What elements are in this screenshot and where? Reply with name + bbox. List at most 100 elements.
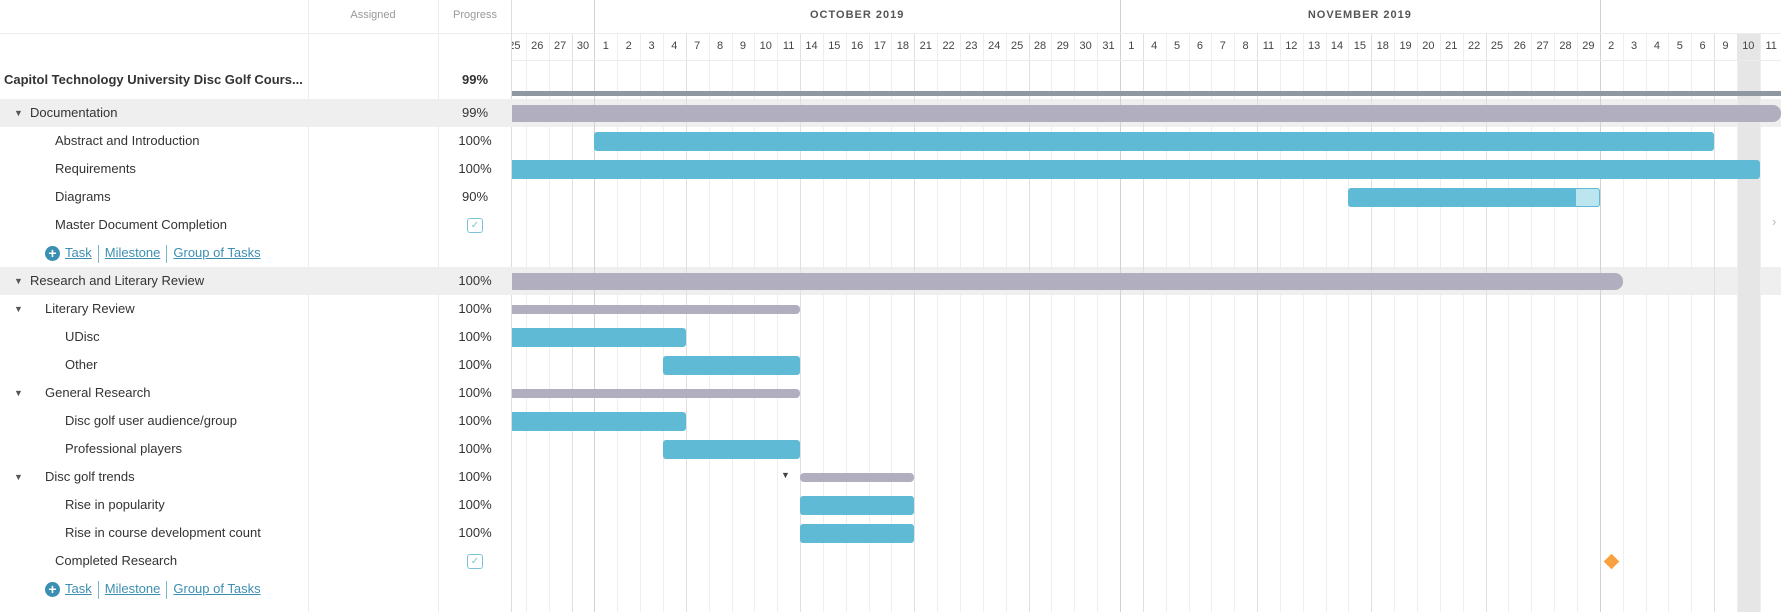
add-task-link[interactable]: Task <box>65 581 92 596</box>
task-row[interactable]: ▼ Disc golf trends 100% <box>0 463 512 491</box>
task-row[interactable]: Other 100% <box>0 351 512 379</box>
task-bar[interactable] <box>594 131 1715 151</box>
collapse-triangle-icon[interactable]: ▼ <box>14 388 23 398</box>
task-row[interactable]: Rise in popularity 100% <box>0 491 512 519</box>
task-row[interactable]: Professional players 100% <box>0 435 512 463</box>
group-bar[interactable] <box>503 272 1623 290</box>
progress-value: 100% <box>458 441 492 456</box>
task-row[interactable]: Disc golf user audience/group 100% <box>0 407 512 435</box>
task-name[interactable]: Rise in popularity <box>65 497 165 512</box>
task-row[interactable]: Diagrams 90% <box>0 183 512 211</box>
milestone-diamond[interactable] <box>1603 553 1619 569</box>
project-bar[interactable] <box>503 91 1781 96</box>
gridline <box>1599 0 1601 612</box>
task-row[interactable]: Rise in course development count 100% <box>0 519 512 547</box>
task-bar[interactable] <box>800 495 915 515</box>
group-bar[interactable] <box>503 388 801 398</box>
task-name[interactable]: Research and Literary Review <box>30 273 205 288</box>
day-label: 28 <box>1559 40 1572 52</box>
task-bar[interactable] <box>662 355 801 375</box>
task-row[interactable]: Abstract and Introduction 100% <box>0 127 512 155</box>
collapse-triangle-icon[interactable]: ▼ <box>14 108 23 118</box>
group-bar[interactable] <box>800 472 915 482</box>
task-name[interactable]: General Research <box>45 385 151 400</box>
gridline <box>548 33 550 612</box>
day-label: 22 <box>1467 40 1481 52</box>
task-row[interactable]: ▼ Documentation 99% <box>0 99 512 127</box>
day-label: 1 <box>1128 40 1135 52</box>
column-header-progress[interactable]: Progress <box>452 9 498 21</box>
task-name[interactable]: Literary Review <box>45 301 135 316</box>
task-row[interactable]: Capitol Technology University Disc Golf … <box>0 60 512 99</box>
scroll-right-chevron-icon[interactable]: › <box>1772 214 1777 229</box>
progress-value: 100% <box>458 385 492 400</box>
task-row[interactable]: UDisc 100% <box>0 323 512 351</box>
add-links: + Task Milestone Group of Tasks <box>45 239 261 267</box>
task-row[interactable]: ▼ Literary Review 100% <box>0 295 512 323</box>
gridline <box>1691 33 1693 612</box>
add-item-row: + Task Milestone Group of Tasks <box>0 575 512 603</box>
task-row[interactable]: Completed Research ✓ <box>0 547 512 575</box>
day-label: 29 <box>1056 40 1069 52</box>
task-name[interactable]: Documentation <box>30 105 118 120</box>
task-bar[interactable] <box>503 411 686 431</box>
add-task-link[interactable]: Task <box>65 245 92 260</box>
task-row[interactable]: ▼ General Research 100% <box>0 379 512 407</box>
collapse-triangle-icon[interactable]: ▼ <box>14 472 23 482</box>
gridline <box>1005 33 1007 612</box>
task-row[interactable]: Requirements 100% <box>0 155 512 183</box>
add-group-link[interactable]: Group of Tasks <box>173 581 261 596</box>
gridline <box>1714 33 1716 612</box>
add-milestone-link[interactable]: Milestone <box>104 245 161 260</box>
task-name[interactable]: Rise in course development count <box>65 525 261 540</box>
task-name[interactable]: Abstract and Introduction <box>55 133 200 148</box>
milestone-checkbox[interactable]: ✓ <box>467 554 483 569</box>
progress-value: 100% <box>458 329 492 344</box>
task-bar[interactable] <box>503 159 1760 179</box>
add-milestone-link[interactable]: Milestone <box>104 581 161 596</box>
group-bar[interactable] <box>503 104 1781 122</box>
task-name[interactable]: UDisc <box>65 329 100 344</box>
task-name[interactable]: Disc golf trends <box>45 469 135 484</box>
day-label: 4 <box>1151 40 1158 52</box>
column-header-assigned[interactable]: Assigned <box>350 9 396 21</box>
gridline <box>800 33 802 612</box>
milestone-checkbox[interactable]: ✓ <box>467 218 483 233</box>
task-row[interactable]: Master Document Completion ✓ <box>0 211 512 239</box>
day-label: 6 <box>1699 40 1706 52</box>
task-name[interactable]: Professional players <box>65 441 183 456</box>
task-name[interactable]: Diagrams <box>55 189 111 204</box>
day-label: 15 <box>828 40 841 52</box>
collapse-triangle-icon[interactable]: ▼ <box>14 304 23 314</box>
task-bar[interactable] <box>662 439 801 459</box>
gridline <box>1142 33 1144 612</box>
progress-value: 100% <box>458 413 492 428</box>
task-row[interactable]: ▼ Research and Literary Review 100% <box>0 267 512 295</box>
add-group-link[interactable]: Group of Tasks <box>173 245 261 260</box>
add-plus-icon[interactable]: + <box>45 582 60 598</box>
task-bar[interactable] <box>1348 187 1600 207</box>
task-name[interactable]: Disc golf user audience/group <box>65 413 237 428</box>
day-label: 3 <box>1631 40 1638 52</box>
collapse-triangle-icon[interactable]: ▼ <box>781 470 790 480</box>
gridline <box>1759 33 1761 612</box>
task-name[interactable]: Other <box>65 357 98 372</box>
collapse-triangle-icon[interactable]: ▼ <box>14 276 23 286</box>
day-label: 12 <box>1285 40 1298 52</box>
divider <box>97 580 99 599</box>
gridline <box>1508 33 1510 612</box>
group-bar[interactable] <box>503 304 801 314</box>
day-label: 9 <box>1722 40 1729 52</box>
add-plus-icon[interactable]: + <box>45 246 60 262</box>
gridline <box>1302 33 1304 612</box>
task-name[interactable]: Capitol Technology University Disc Golf … <box>4 72 303 87</box>
day-label: 7 <box>694 40 701 52</box>
task-name[interactable]: Requirements <box>55 161 136 176</box>
task-bar[interactable] <box>800 523 915 543</box>
task-name[interactable]: Master Document Completion <box>55 217 227 232</box>
task-name[interactable]: Completed Research <box>55 553 178 568</box>
gridline <box>1485 33 1487 612</box>
gridline <box>1097 33 1099 612</box>
task-bar[interactable] <box>503 327 686 347</box>
